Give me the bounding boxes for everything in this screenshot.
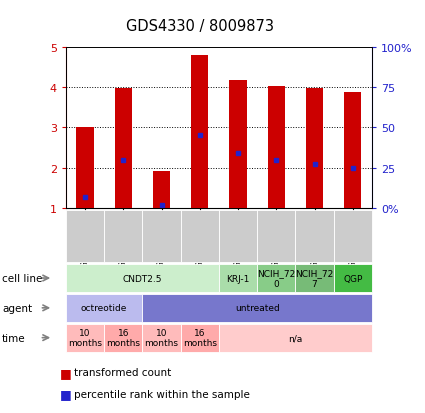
- Text: percentile rank within the sample: percentile rank within the sample: [74, 389, 250, 399]
- Text: agent: agent: [2, 303, 32, 313]
- Text: cell line: cell line: [2, 273, 42, 283]
- Text: time: time: [2, 333, 26, 343]
- Bar: [153, 171, 170, 209]
- Text: NCIH_72
0: NCIH_72 0: [257, 269, 295, 288]
- Text: ■: ■: [60, 387, 71, 401]
- Text: NCIH_72
7: NCIH_72 7: [295, 269, 334, 288]
- Text: 16
months: 16 months: [106, 328, 140, 347]
- Text: untreated: untreated: [235, 304, 280, 313]
- Text: KRJ-1: KRJ-1: [226, 274, 250, 283]
- Bar: [344, 93, 361, 209]
- Text: GDS4330 / 8009873: GDS4330 / 8009873: [126, 19, 274, 33]
- Bar: [230, 81, 246, 209]
- Bar: [76, 127, 94, 209]
- Text: transformed count: transformed count: [74, 368, 172, 377]
- Bar: [306, 89, 323, 209]
- Text: n/a: n/a: [288, 333, 303, 342]
- Text: octreotide: octreotide: [81, 304, 128, 313]
- Text: ■: ■: [60, 366, 71, 379]
- Text: QGP: QGP: [343, 274, 363, 283]
- Text: 16
months: 16 months: [183, 328, 217, 347]
- Bar: [268, 87, 285, 209]
- Text: 10
months: 10 months: [68, 328, 102, 347]
- Text: 10
months: 10 months: [144, 328, 178, 347]
- Bar: [115, 89, 132, 209]
- Text: CNDT2.5: CNDT2.5: [123, 274, 162, 283]
- Bar: [191, 56, 208, 209]
